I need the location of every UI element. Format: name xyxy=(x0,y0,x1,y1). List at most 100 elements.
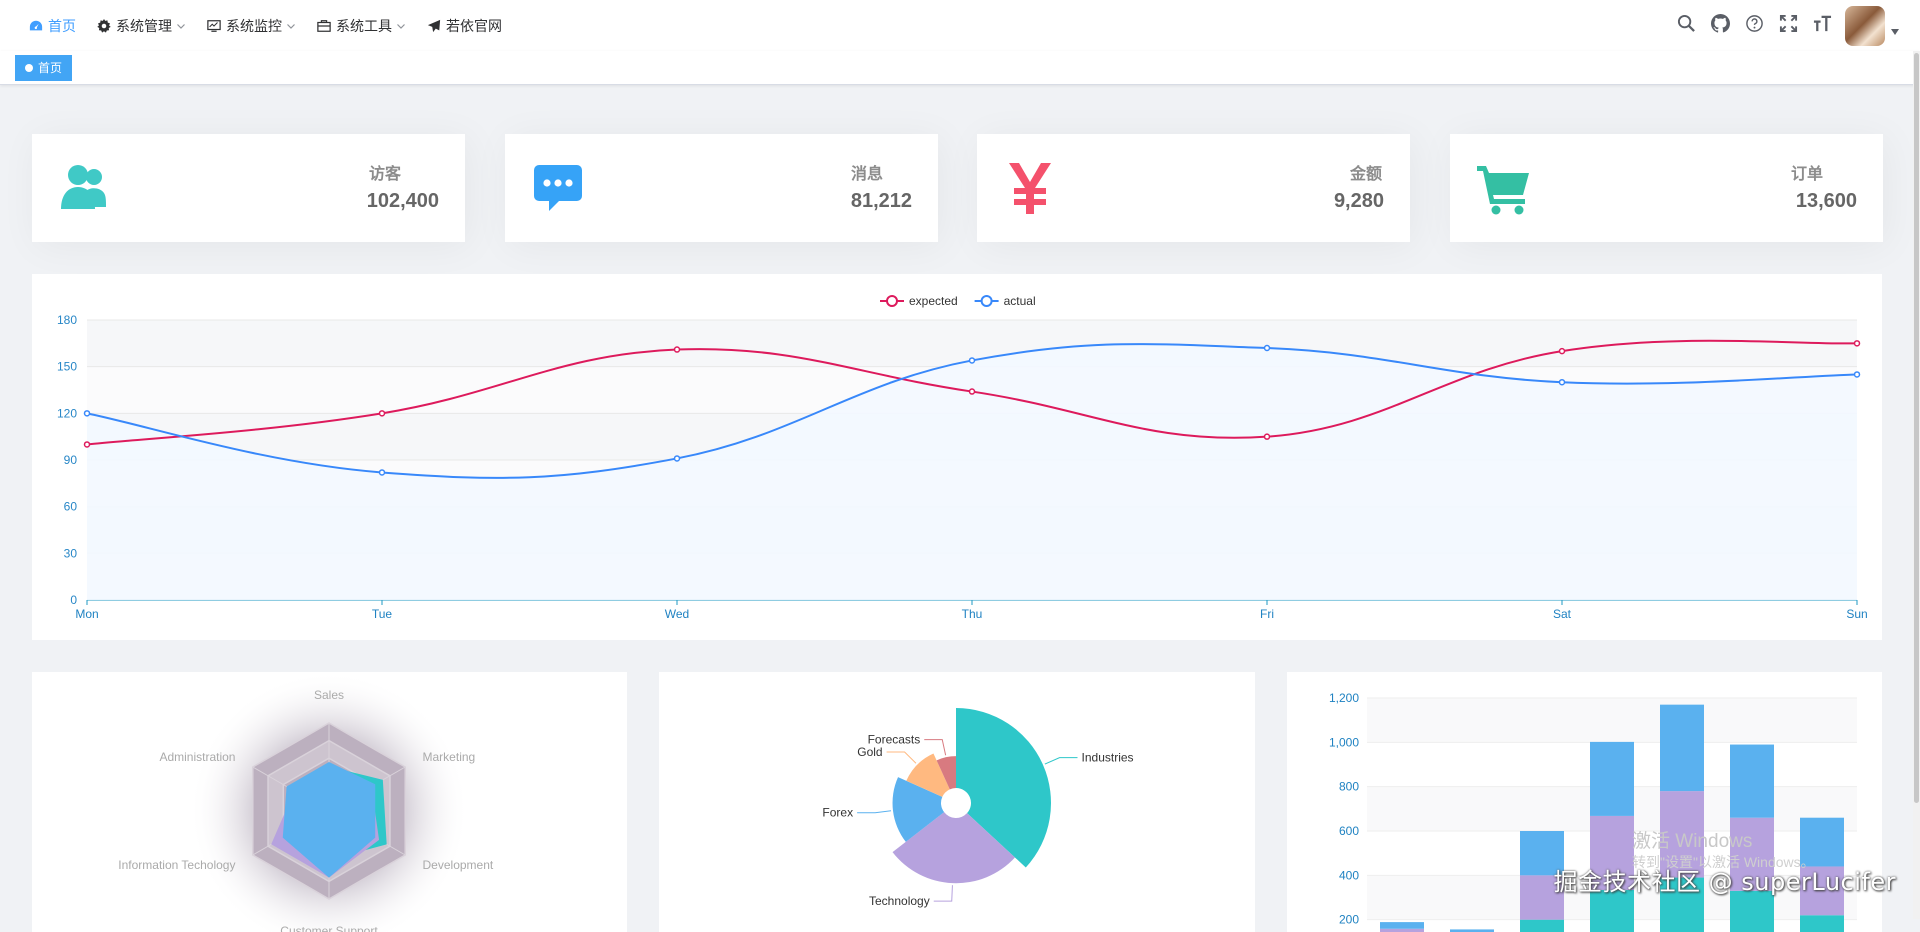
x-tick-label: Sun xyxy=(1846,607,1867,621)
radar-indicator-label: Marketing xyxy=(423,750,476,764)
font-size-button[interactable] xyxy=(1805,0,1839,51)
x-tick-label: Wed xyxy=(665,607,689,621)
data-point xyxy=(673,346,681,353)
stat-card-amount[interactable]: 金额 9,280 xyxy=(977,134,1410,242)
legend-label: expected xyxy=(909,294,958,308)
fullscreen-button[interactable] xyxy=(1771,0,1805,51)
github-button[interactable] xyxy=(1703,0,1737,51)
chevron-down-icon xyxy=(286,21,296,31)
y-tick-label: 0 xyxy=(70,593,77,607)
toolbox-icon xyxy=(316,18,331,33)
data-point xyxy=(378,469,386,476)
legend-item-expected[interactable]: expected xyxy=(880,294,958,308)
data-point xyxy=(1558,378,1566,386)
bar-pageC-sun[interactable] xyxy=(1800,817,1844,867)
menu-item-system-tools[interactable]: 系统工具 xyxy=(306,0,416,51)
data-point xyxy=(378,410,386,417)
menu-item-label: 若依官网 xyxy=(446,17,502,34)
bar-pageC-fri[interactable] xyxy=(1660,704,1704,792)
x-tick-label: Thu xyxy=(962,607,983,621)
radar-indicator-label: Development xyxy=(423,858,494,872)
caret-down-icon[interactable] xyxy=(1890,27,1900,37)
peoples-icon xyxy=(58,161,112,215)
stat-label: 金额 xyxy=(1349,166,1382,183)
bar-pageA-sun[interactable] xyxy=(1800,915,1844,932)
y-tick-label: 120 xyxy=(57,406,77,420)
stat-card-messages[interactable]: 消息 81,212 xyxy=(505,134,938,242)
stat-label: 订单 xyxy=(1790,166,1823,183)
radar-chart[interactable]: Sales Administration Information Techology… xyxy=(32,672,627,932)
user-avatar[interactable] xyxy=(1845,5,1885,46)
data-point xyxy=(1263,344,1271,352)
bar-pageC-sat[interactable] xyxy=(1730,744,1774,818)
data-point xyxy=(1853,371,1861,378)
bar-pageB-sun[interactable] xyxy=(1800,866,1844,916)
dashboard-icon xyxy=(28,18,43,33)
line-chart[interactable]: 0 30 60 90 120 150 180 Mon Tue Wed Thu Fri Sat Sun exp… xyxy=(32,274,1882,640)
data-point xyxy=(968,357,976,364)
help-button[interactable] xyxy=(1737,0,1771,51)
line-chart-panel: 0 30 60 90 120 150 180 Mon Tue Wed Thu Fri Sat Sun exp… xyxy=(32,274,1882,640)
font-size-icon xyxy=(1813,14,1832,38)
stat-label: 消息 xyxy=(850,166,883,183)
x-tick-label: Mon xyxy=(75,607,98,621)
pie-label: Gold xyxy=(857,745,882,759)
data-point xyxy=(968,388,976,395)
message-icon xyxy=(531,161,585,215)
radar-indicator-label: Customer Support xyxy=(280,924,378,932)
paper-plane-icon xyxy=(426,18,441,33)
pie-slice-forecasts[interactable] xyxy=(936,756,956,790)
y-tick-label: 60 xyxy=(64,500,78,514)
bar-pageB-fri[interactable] xyxy=(1660,791,1704,878)
bar-pageB-thu[interactable] xyxy=(1590,815,1634,890)
y-tick-label: 200 xyxy=(1339,913,1359,927)
y-tick-label: 90 xyxy=(64,453,78,467)
menu-item-home[interactable]: 首页 xyxy=(18,0,86,51)
legend-marker xyxy=(980,295,993,307)
bar-pageC-mon[interactable] xyxy=(1380,922,1424,929)
bar-pageC-thu[interactable] xyxy=(1590,741,1634,816)
page-scrollbar[interactable] xyxy=(1913,51,1920,919)
stat-card-orders[interactable]: 订单 13,600 xyxy=(1450,134,1883,242)
pie-slice-gold[interactable] xyxy=(906,753,950,797)
tag-home[interactable]: 首页 xyxy=(15,55,73,81)
data-point xyxy=(1853,340,1861,347)
chevron-down-icon xyxy=(396,21,406,31)
menu-item-system-monitor[interactable]: 系统监控 xyxy=(196,0,306,51)
pie-slice-industries[interactable] xyxy=(956,708,1051,868)
bar-pageB-sat[interactable] xyxy=(1730,817,1774,891)
x-tick-label: Tue xyxy=(372,607,393,621)
menu-item-label: 首页 xyxy=(48,17,76,34)
active-dot xyxy=(25,64,33,72)
data-point xyxy=(83,410,91,417)
legend-item-actual[interactable]: actual xyxy=(974,294,1036,308)
y-tick-label: 1,000 xyxy=(1329,735,1359,749)
bar-pageC-wed[interactable] xyxy=(1520,831,1564,876)
pie-leader-line xyxy=(886,751,917,764)
bar-pageB-wed[interactable] xyxy=(1520,875,1564,920)
y-tick-label: 800 xyxy=(1339,780,1359,794)
tag-label: 首页 xyxy=(38,61,63,75)
pie-slice-technology[interactable] xyxy=(892,812,1015,884)
stat-card-visitors[interactable]: 访客 102,400 xyxy=(32,134,465,242)
stat-value: 13,600 xyxy=(1795,190,1857,212)
pie-leader-line xyxy=(857,810,892,814)
bar-pageA-wed[interactable] xyxy=(1520,919,1564,932)
pie-slice-forex[interactable] xyxy=(892,777,945,842)
radar-chart-panel: Sales Administration Information Techology… xyxy=(32,672,627,932)
search-icon xyxy=(1677,14,1696,38)
menu-item-system-admin[interactable]: 系统管理 xyxy=(86,0,196,51)
pie-label: Forecasts xyxy=(868,733,921,747)
y-tick-label: 180 xyxy=(57,313,77,327)
search-button[interactable] xyxy=(1669,0,1703,51)
gear-icon xyxy=(96,18,111,33)
menu-item-ruoyi-site[interactable]: 若依官网 xyxy=(416,0,512,51)
scrollbar-thumb[interactable] xyxy=(1914,53,1919,803)
watermark: 掘金技术社区 @ superLucifer xyxy=(1553,868,1896,896)
y-tick-label: 150 xyxy=(57,360,77,374)
stat-value: 102,400 xyxy=(366,190,439,212)
bar-chart-panel: 200 400 600 800 1,000 1,200 xyxy=(1287,672,1882,932)
radar-indicator-label: Information Techology xyxy=(118,858,235,872)
bar-pageA-sat[interactable] xyxy=(1730,890,1774,932)
